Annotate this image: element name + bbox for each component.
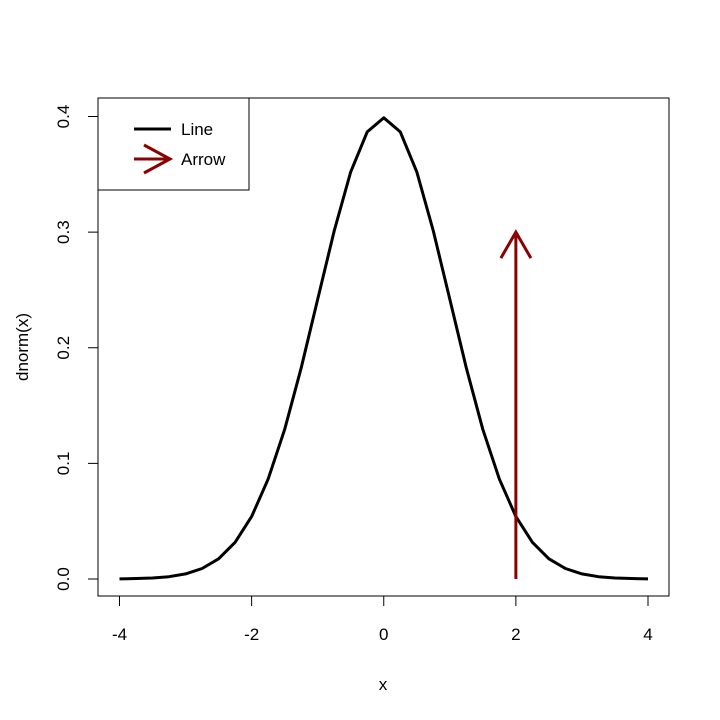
y-axis: 0.0 0.1 0.2 0.3 0.4	[54, 105, 99, 591]
x-axis: -4 -2 0 2 4	[112, 595, 653, 644]
x-tick-label: 0	[379, 625, 388, 644]
y-axis-label: dnorm(x)	[13, 313, 32, 381]
legend-label-line: Line	[181, 120, 213, 139]
y-tick-label: 0.3	[54, 220, 73, 244]
x-axis-label: x	[379, 675, 388, 694]
x-tick-label: -2	[244, 625, 259, 644]
legend: Line Arrow	[97, 97, 250, 191]
x-tick-label: 2	[511, 625, 520, 644]
arrow-layer	[499, 229, 533, 579]
legend-arrow-swatch	[134, 143, 174, 175]
y-tick-label: 0.0	[54, 567, 73, 591]
legend-box	[97, 97, 250, 191]
series-layer	[119, 116, 649, 581]
arrow	[499, 229, 533, 579]
y-tick-label: 0.2	[54, 336, 73, 360]
series-line	[119, 116, 649, 581]
legend-label-arrow: Arrow	[181, 150, 226, 169]
x-tick-label: 4	[643, 625, 652, 644]
y-tick-label: 0.4	[54, 105, 73, 129]
y-tick-label: 0.1	[54, 452, 73, 476]
arrow-head	[499, 229, 533, 259]
x-tick-label: -4	[112, 625, 127, 644]
